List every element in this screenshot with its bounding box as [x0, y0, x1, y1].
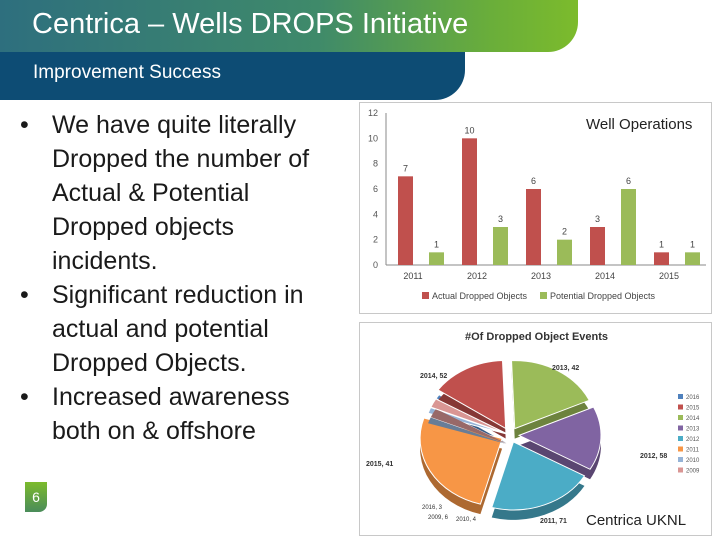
x-tick-label: 2012 — [467, 271, 487, 281]
pie-callout-label: 2013, 42 — [552, 365, 579, 372]
bar-data-label: 6 — [626, 176, 631, 186]
pie-slice-2014 — [511, 360, 590, 430]
bullet-line: Dropped the number of — [52, 145, 310, 173]
potential-bar — [685, 252, 700, 265]
x-tick-label: 2011 — [403, 271, 422, 281]
bullet-dot-icon: • — [20, 383, 29, 411]
bullet-line: both on & offshore — [52, 417, 256, 445]
bullet-item: • We have quite literally Dropped the nu… — [18, 108, 353, 278]
bullet-line: Significant reduction in — [52, 281, 304, 309]
potential-bar — [557, 239, 572, 265]
actual-bar — [590, 227, 605, 265]
pie-slice-side — [428, 417, 507, 444]
bullet-dot-icon: • — [20, 281, 29, 309]
pie-legend-swatch — [678, 446, 683, 452]
pie-slice-2011 — [419, 417, 503, 505]
bullet-line: incidents. — [52, 247, 158, 275]
pie-slice-2013 — [517, 406, 602, 470]
bullet-line: Dropped objects — [52, 213, 235, 241]
bar-chart-caption: Well Operations — [586, 116, 693, 133]
bar-data-label: 3 — [498, 214, 503, 224]
legend-label-potential: Potential Dropped Objects — [550, 291, 656, 301]
y-tick-label: 10 — [368, 133, 378, 143]
x-tick-label: 2014 — [595, 271, 615, 281]
bullet-item: • Increased awareness both on & offshore — [18, 380, 353, 448]
potential-bar — [493, 227, 508, 265]
pie-legend-swatch — [678, 415, 683, 420]
x-tick-label: 2013 — [531, 271, 551, 281]
bar-chart: 0 2 4 6 8 10 12 7 1 2011 10 3 2012 6 2 2013 3 6 2014 1 1 2015… — [368, 108, 706, 301]
pie-legend-label: 2009 — [686, 469, 700, 475]
bar-data-label: 1 — [690, 239, 695, 249]
actual-bar — [398, 176, 413, 265]
slide-title: Centrica – Wells DROPS Initiative — [32, 8, 469, 40]
page-number: 6 — [25, 482, 47, 512]
y-tick-label: 4 — [373, 209, 378, 219]
y-tick-label: 12 — [368, 108, 378, 118]
potential-bar — [429, 252, 444, 265]
slide-subtitle: Improvement Success — [33, 62, 221, 83]
bar-data-label: 7 — [403, 163, 408, 173]
title-banner — [0, 0, 578, 52]
bar-data-label: 3 — [595, 214, 600, 224]
pie-callout-label: 2011, 71 — [540, 518, 567, 525]
pie-legend-swatch — [678, 457, 683, 462]
pie-legend-swatch — [678, 394, 683, 399]
y-tick-label: 0 — [373, 260, 378, 270]
pie-chart: #Of Dropped Object Events 2016, 3 2015, 41… — [366, 331, 700, 525]
pie-callout-label: 2012, 58 — [640, 453, 667, 460]
y-tick-label: 2 — [373, 235, 378, 245]
pie-callout-label: 2009, 6 — [428, 515, 449, 521]
bar-data-label: 1 — [434, 239, 439, 249]
legend-label-actual: Actual Dropped Objects — [432, 291, 528, 301]
bar-data-label: 2 — [562, 227, 567, 237]
actual-bar — [654, 252, 669, 265]
bullet-item: • Significant reduction in actual and po… — [18, 278, 353, 380]
pie-slice-2009 — [430, 398, 507, 434]
bullet-line: We have quite literally — [52, 111, 297, 139]
pie-legend-swatch — [678, 436, 683, 441]
bullet-dot-icon: • — [20, 111, 29, 139]
bar-data-label: 10 — [464, 125, 474, 135]
legend-swatch-actual — [422, 292, 429, 299]
pie-legend-label: 2013 — [686, 427, 700, 433]
potential-bar — [621, 189, 636, 265]
y-tick-label: 6 — [373, 184, 378, 194]
bar-data-label: 1 — [659, 239, 664, 249]
bullet-line: actual and potential — [52, 315, 269, 343]
legend-swatch-potential — [540, 292, 547, 299]
pie-slice-side — [430, 408, 507, 444]
pie-chart-title: #Of Dropped Object Events — [465, 331, 608, 343]
pie-legend-label: 2014 — [686, 416, 700, 422]
bullet-line: Dropped Objects. — [52, 349, 247, 377]
pie-legend-label: 2011 — [686, 448, 700, 454]
bullet-line: Actual & Potential — [52, 179, 250, 207]
y-tick-label: 8 — [373, 159, 378, 169]
pie-callout-label: 2015, 41 — [366, 461, 393, 468]
pie-legend-label: 2016 — [686, 395, 700, 401]
x-tick-label: 2015 — [659, 271, 679, 281]
pie-legend-label: 2010 — [686, 458, 700, 464]
subtitle-banner — [0, 52, 465, 100]
bullet-line: Increased awareness — [52, 383, 290, 411]
pie-chart-caption: Centrica UKNL — [586, 512, 687, 529]
actual-bar — [526, 189, 541, 265]
pie-callout-label: 2016, 3 — [422, 505, 443, 511]
bar-chart-panel: 0 2 4 6 8 10 12 7 1 2011 10 3 2012 6 2 2013 3 6 2014 1 1 2015… — [359, 102, 712, 314]
pie-legend-swatch — [678, 425, 683, 431]
bullet-list: • We have quite literally Dropped the nu… — [18, 108, 353, 448]
pie-slice-2015 — [437, 359, 507, 430]
pie-legend-swatch — [678, 467, 683, 473]
pie-legend-label: 2012 — [686, 437, 700, 443]
actual-bar — [462, 138, 477, 265]
pie-callout-label: 2014, 52 — [420, 373, 447, 380]
pie-slice-2012 — [491, 441, 586, 511]
pie-legend-swatch — [678, 404, 683, 410]
bar-data-label: 6 — [531, 176, 536, 186]
pie-legend-label: 2015 — [686, 406, 700, 412]
pie-chart-panel: #Of Dropped Object Events 2016, 3 2015, 41… — [359, 322, 712, 536]
pie-callout-label: 2010, 4 — [456, 517, 477, 523]
